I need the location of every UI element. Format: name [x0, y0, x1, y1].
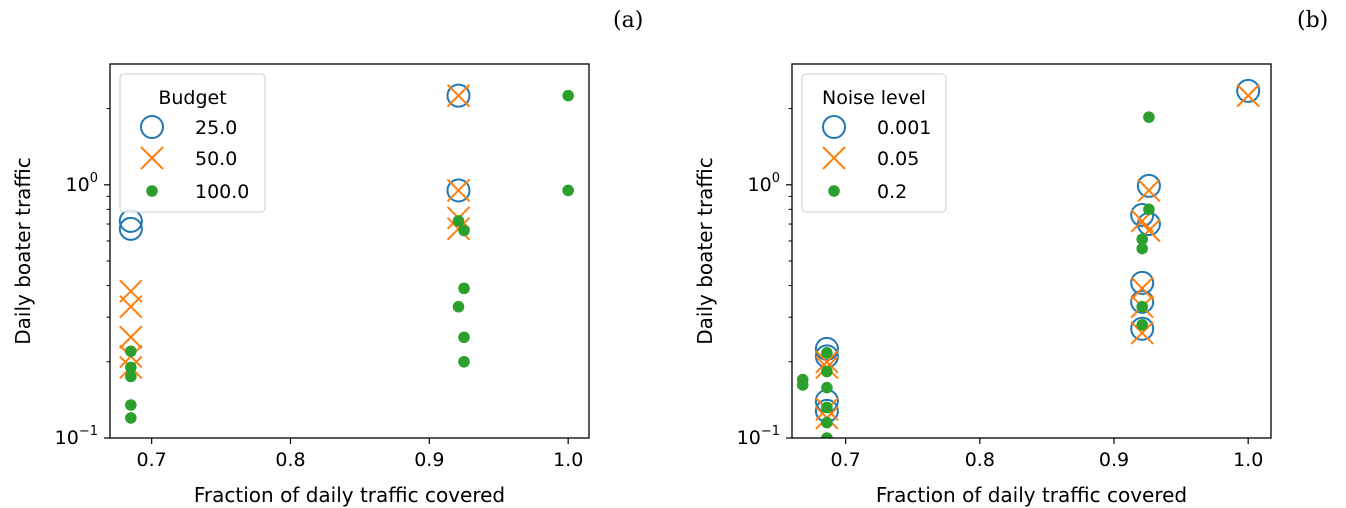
plot-frame	[109, 63, 590, 439]
data-point-series-2	[815, 350, 839, 374]
legend-marker-2	[140, 146, 164, 170]
y-tick-label: 100	[748, 171, 780, 196]
data-point-series-3	[458, 282, 470, 295]
x-tick-label: 1.0	[553, 449, 583, 471]
data-point-series-3	[1143, 203, 1155, 216]
data-point-series-1	[814, 336, 839, 361]
data-point-series-2	[446, 83, 471, 108]
data-point-series-3	[1136, 318, 1148, 331]
data-point-series-3	[562, 184, 574, 197]
chart-panel-a: 10−1 100 0.7 0.8 0.9 1.0 Fraction of daily tra…	[11, 63, 590, 507]
x-tick-label: 0.7	[831, 449, 861, 471]
plot-frame	[791, 63, 1272, 439]
y-tick-label: 100	[66, 171, 98, 196]
x-tick-label: 0.8	[965, 449, 995, 471]
data-point-series-3	[821, 365, 833, 378]
data-point-series-2	[119, 295, 143, 319]
legend-title: Budget	[158, 87, 226, 109]
data-point-series-3	[125, 345, 137, 358]
data-point-series-3	[452, 215, 465, 227]
data-point-series-2	[1236, 83, 1260, 108]
legend-marker-3	[828, 185, 840, 197]
data-point-series-2	[1137, 178, 1161, 203]
legend-label-3: 100.0	[195, 181, 249, 203]
y-tick-label: 10−1	[55, 424, 98, 449]
data-point-series-3	[458, 331, 470, 344]
data-point-series-3	[796, 379, 809, 391]
data-point-series-1	[1136, 173, 1161, 198]
data-point-series-3	[562, 89, 574, 102]
data-point-series-1	[1130, 316, 1155, 341]
panel-label-b: (b)	[1297, 8, 1329, 33]
data-point-series-1	[446, 83, 471, 108]
legend-marker-2	[822, 146, 846, 170]
x-tick-label: 0.8	[275, 449, 305, 471]
x-tick-label: 0.7	[137, 449, 167, 471]
data-point-series-3	[125, 399, 137, 411]
y-tick-label: 10−1	[737, 424, 780, 449]
data-point-series-3	[125, 412, 137, 424]
legend-label-1: 0.001	[877, 117, 931, 139]
x-axis-label: Fraction of daily traffic covered	[876, 483, 1187, 507]
data-point-series-3	[821, 416, 833, 429]
legend-label-1: 25.0	[195, 117, 237, 139]
data-point-series-3	[125, 370, 137, 383]
legend: Budget 25.0 50.0 100.0	[119, 73, 266, 213]
legend-marker-1	[822, 115, 846, 139]
data-point-series-1	[1130, 270, 1155, 295]
data-point-series-2	[446, 178, 471, 203]
data-point-series-3	[821, 347, 833, 359]
data-point-series-3	[1136, 233, 1148, 245]
data-point-series-2	[1130, 276, 1154, 301]
x-tick-label: 1.0	[1233, 449, 1263, 471]
data-layer	[796, 78, 1261, 438]
legend-marker-1	[140, 115, 164, 139]
legend-box	[801, 73, 947, 213]
legend-title: Noise level	[822, 87, 926, 109]
data-point-series-1	[118, 216, 143, 241]
x-tick-label: 0.9	[1099, 449, 1129, 471]
data-point-series-3	[125, 361, 137, 374]
data-point-series-3	[458, 224, 470, 237]
legend-marker-3	[146, 185, 158, 197]
data-point-series-2	[1130, 321, 1154, 345]
data-point-series-2	[119, 325, 143, 349]
chart-panel-b: 10−1 100 0.7 0.8 0.9 1.0 Fraction of daily tra…	[693, 63, 1272, 507]
data-point-series-3	[452, 300, 465, 313]
data-point-series-1	[1130, 202, 1155, 227]
legend-label-2: 0.05	[877, 148, 919, 170]
data-point-series-3	[821, 401, 833, 414]
y-axis-label: Daily boater traffic	[11, 157, 35, 345]
data-point-series-3	[1136, 300, 1148, 313]
data-point-series-1	[1236, 78, 1261, 103]
data-point-series-3	[1136, 242, 1148, 255]
y-axis-label: Daily boater traffic	[693, 157, 717, 345]
data-point-series-3	[1143, 111, 1155, 123]
x-axis-label: Fraction of daily traffic covered	[194, 483, 505, 507]
x-tick-label: 0.9	[414, 449, 444, 471]
data-point-series-1	[1130, 289, 1155, 314]
data-point-series-3	[458, 355, 470, 368]
data-point-series-3	[821, 432, 833, 438]
data-point-series-3	[821, 381, 833, 394]
legend-label-3: 0.2	[877, 181, 907, 203]
legend-label-2: 50.0	[195, 148, 237, 170]
legend-box	[119, 73, 266, 213]
panel-label-a: (a)	[613, 8, 644, 33]
legend: Noise level 0.001 0.05 0.2	[801, 73, 947, 213]
data-point-series-1	[446, 178, 471, 203]
